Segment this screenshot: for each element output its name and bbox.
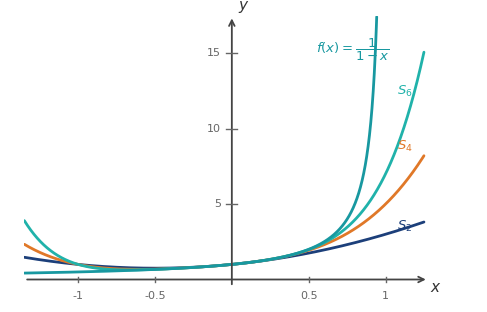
Text: 15: 15	[207, 48, 221, 58]
Text: 10: 10	[207, 124, 221, 134]
Text: 5: 5	[214, 199, 221, 209]
Text: $f(x) = \dfrac{1}{1-x}$: $f(x) = \dfrac{1}{1-x}$	[317, 37, 390, 63]
Text: x: x	[430, 280, 439, 295]
Text: y: y	[238, 0, 247, 12]
Text: $S_6$: $S_6$	[397, 83, 412, 99]
Text: -1: -1	[73, 291, 84, 301]
Text: 0.5: 0.5	[300, 291, 318, 301]
Text: 1: 1	[382, 291, 389, 301]
Text: $S_4$: $S_4$	[397, 139, 413, 154]
Text: -0.5: -0.5	[144, 291, 166, 301]
Text: $S_2$: $S_2$	[397, 219, 412, 234]
